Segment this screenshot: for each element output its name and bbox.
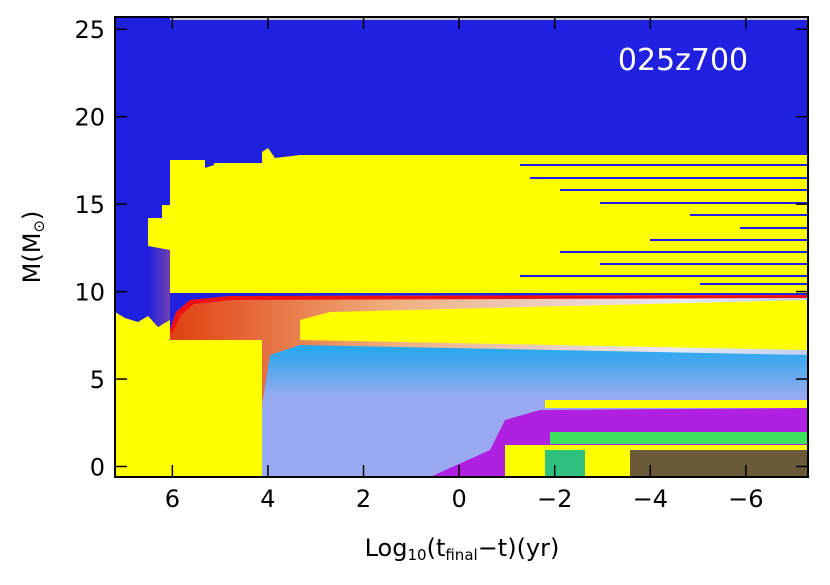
chart-title: 025z700 [618,43,748,78]
label-part: 10 [407,546,426,564]
surface-strip [170,17,808,20]
y-tick-label: 0 [90,454,105,482]
y-tick-label: 20 [74,104,105,132]
x-tick-label: −2 [537,485,572,513]
y-axis-label: M(M⊙) [18,211,48,284]
label-part: final [445,546,477,564]
label-part: −t)(yr) [478,534,560,562]
green-core [545,450,585,477]
green-shell [550,432,808,444]
convective-region [115,312,170,477]
y-tick-label: 15 [74,191,105,219]
label-part: ) [18,211,46,220]
convective-shell [148,148,808,293]
x-tick-label: 0 [451,485,466,513]
y-tick-label: 25 [74,16,105,44]
shell-yellow [545,400,808,408]
label-part: M(M [18,233,46,284]
label-part: Log [365,534,408,562]
plot-regions [115,17,808,477]
inner-core [630,450,808,477]
y-tick-label: 10 [74,279,105,307]
x-tick-label: −4 [633,485,668,513]
core-yellow [170,340,262,477]
plot-frame [114,16,809,478]
yellow-band [300,300,808,350]
label-part: ⊙ [30,220,48,233]
x-tick-label: 2 [356,485,371,513]
x-tick-label: 6 [165,485,180,513]
convective-stripes [520,164,808,285]
label-part: (t [427,534,446,562]
x-tick-label: 4 [260,485,275,513]
x-tick-label: −6 [728,485,763,513]
h-shell [170,295,808,334]
x-axis-label: Log10(tfinal−t)(yr) [365,534,560,564]
y-tick-label: 5 [90,366,105,394]
transition-region [148,230,170,325]
